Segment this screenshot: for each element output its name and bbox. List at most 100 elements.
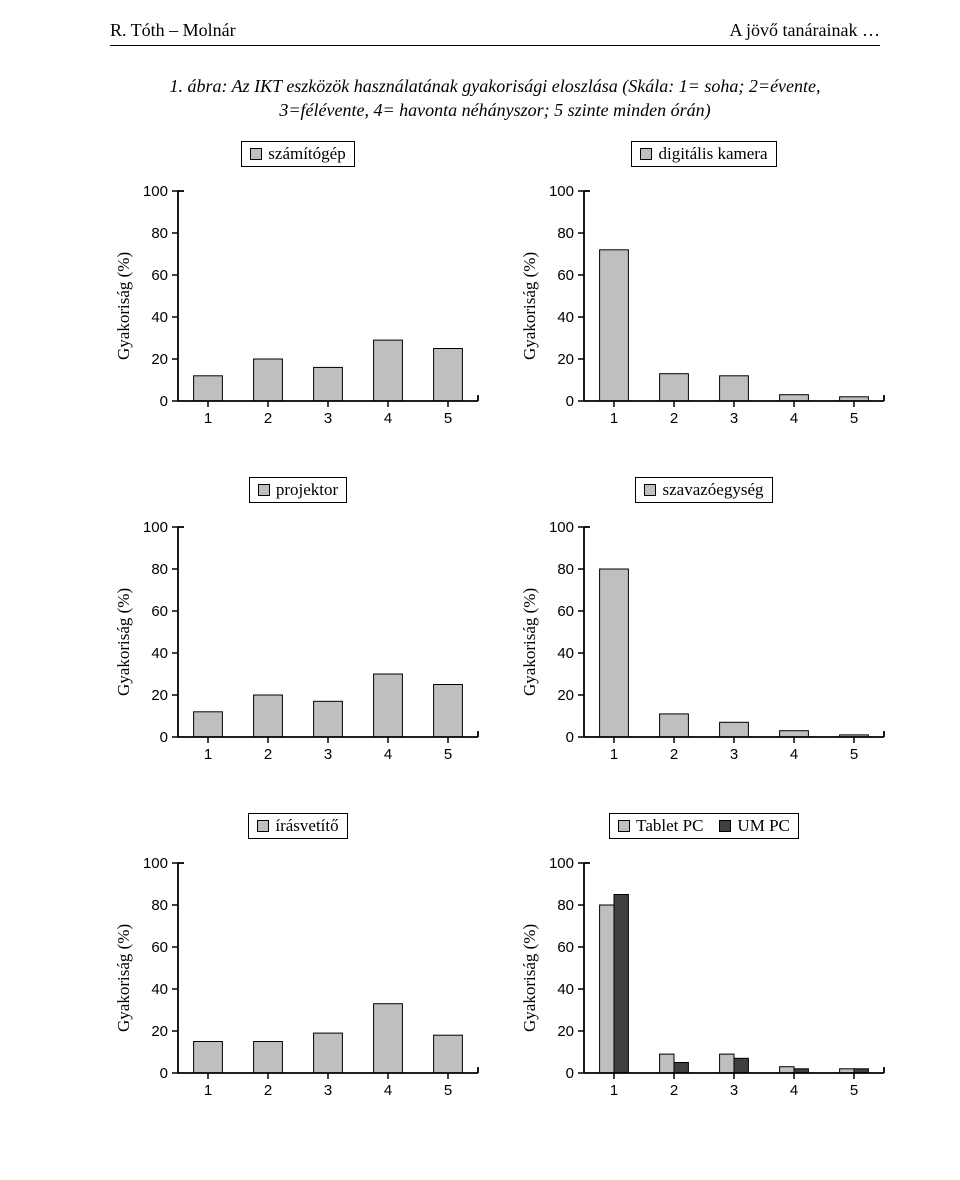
svg-text:40: 40 [151, 981, 168, 998]
header-right: A jövő tanárainak … [730, 20, 880, 41]
bar [194, 375, 223, 400]
y-axis-label: Gyakoriság (%) [516, 517, 540, 767]
header-left: R. Tóth – Molnár [110, 20, 236, 41]
svg-text:3: 3 [324, 746, 332, 763]
bar [674, 1062, 688, 1073]
bar [374, 1003, 403, 1072]
svg-text:4: 4 [790, 410, 798, 427]
legend-swatch [258, 484, 270, 496]
legend-swatch [719, 820, 731, 832]
svg-text:20: 20 [151, 351, 168, 368]
legend-swatch [640, 148, 652, 160]
bar-chart-digitalis_kamera: 02040608010012345 [540, 181, 892, 431]
svg-text:20: 20 [151, 1023, 168, 1040]
chart-panel-irasvetito: írásvetítőGyakoriság (%)0204060801001234… [110, 813, 486, 1103]
legend-digitalis_kamera: digitális kamera [631, 141, 776, 167]
bar [600, 249, 629, 400]
legend-item: UM PC [719, 816, 789, 836]
bar [660, 373, 689, 400]
svg-text:1: 1 [204, 1082, 212, 1099]
chart-wrap: Gyakoriság (%)02040608010012345 [110, 517, 486, 767]
figure-caption: 1. ábra: Az IKT eszközök használatának g… [130, 74, 860, 123]
svg-text:100: 100 [549, 519, 574, 536]
svg-text:0: 0 [566, 729, 574, 746]
bar [254, 359, 283, 401]
chart-panel-szamitogep: számítógépGyakoriság (%)0204060801001234… [110, 141, 486, 431]
y-axis-label: Gyakoriság (%) [110, 181, 134, 431]
svg-text:80: 80 [151, 225, 168, 242]
svg-text:2: 2 [264, 410, 272, 427]
legend-irasvetito: írásvetítő [248, 813, 347, 839]
svg-text:60: 60 [151, 267, 168, 284]
svg-text:4: 4 [384, 1082, 392, 1099]
bar [720, 722, 749, 737]
legend-szamitogep: számítógép [241, 141, 354, 167]
bar [374, 674, 403, 737]
bar [434, 348, 463, 401]
svg-text:80: 80 [557, 561, 574, 578]
chart-wrap: Gyakoriság (%)02040608010012345 [516, 853, 892, 1103]
legend-swatch [644, 484, 656, 496]
svg-text:100: 100 [143, 183, 168, 200]
svg-text:3: 3 [730, 746, 738, 763]
svg-text:0: 0 [160, 393, 168, 410]
page-header: R. Tóth – Molnár A jövő tanárainak … [110, 20, 880, 46]
bar [780, 730, 809, 736]
bar [314, 367, 343, 401]
svg-text:60: 60 [557, 939, 574, 956]
svg-text:1: 1 [610, 410, 618, 427]
legend-label: projektor [276, 480, 338, 500]
svg-text:20: 20 [151, 687, 168, 704]
svg-text:1: 1 [610, 746, 618, 763]
bar [194, 1041, 223, 1073]
svg-text:5: 5 [850, 746, 858, 763]
svg-text:40: 40 [151, 309, 168, 326]
bar [600, 905, 614, 1073]
svg-text:5: 5 [850, 410, 858, 427]
svg-text:80: 80 [557, 897, 574, 914]
bar [614, 894, 628, 1073]
bar-chart-szamitogep: 02040608010012345 [134, 181, 486, 431]
legend-item: írásvetítő [257, 816, 338, 836]
svg-text:100: 100 [549, 855, 574, 872]
svg-text:3: 3 [730, 410, 738, 427]
svg-text:1: 1 [204, 410, 212, 427]
bar-chart-projektor: 02040608010012345 [134, 517, 486, 767]
bar-chart-tablet_um: 02040608010012345 [540, 853, 892, 1103]
svg-text:5: 5 [444, 1082, 452, 1099]
legend-item: számítógép [250, 144, 345, 164]
svg-text:80: 80 [151, 561, 168, 578]
svg-text:0: 0 [160, 729, 168, 746]
legend-label: szavazóegység [662, 480, 763, 500]
svg-text:0: 0 [160, 1065, 168, 1082]
charts-grid: számítógépGyakoriság (%)0204060801001234… [110, 141, 880, 1103]
svg-text:3: 3 [324, 410, 332, 427]
legend-szavazoegyseg: szavazóegység [635, 477, 772, 503]
svg-text:40: 40 [557, 981, 574, 998]
bar [780, 394, 809, 400]
svg-text:100: 100 [143, 519, 168, 536]
legend-label: digitális kamera [658, 144, 767, 164]
svg-text:100: 100 [143, 855, 168, 872]
legend-label: Tablet PC [636, 816, 703, 836]
chart-panel-szavazoegyseg: szavazóegységGyakoriság (%)0204060801001… [516, 477, 892, 767]
svg-text:40: 40 [151, 645, 168, 662]
y-axis-label: Gyakoriság (%) [110, 517, 134, 767]
bar [314, 1033, 343, 1073]
chart-panel-digitalis_kamera: digitális kameraGyakoriság (%)0204060801… [516, 141, 892, 431]
chart-wrap: Gyakoriság (%)02040608010012345 [516, 517, 892, 767]
svg-text:4: 4 [790, 746, 798, 763]
svg-text:2: 2 [264, 746, 272, 763]
svg-text:80: 80 [557, 225, 574, 242]
svg-text:100: 100 [549, 183, 574, 200]
bar [374, 340, 403, 401]
legend-label: UM PC [737, 816, 789, 836]
bar [254, 1041, 283, 1073]
bar [720, 375, 749, 400]
legend-tablet_um: Tablet PC UM PC [609, 813, 799, 839]
svg-text:2: 2 [670, 746, 678, 763]
svg-text:1: 1 [610, 1082, 618, 1099]
legend-swatch [618, 820, 630, 832]
legend-item: projektor [258, 480, 338, 500]
bar [434, 1035, 463, 1073]
